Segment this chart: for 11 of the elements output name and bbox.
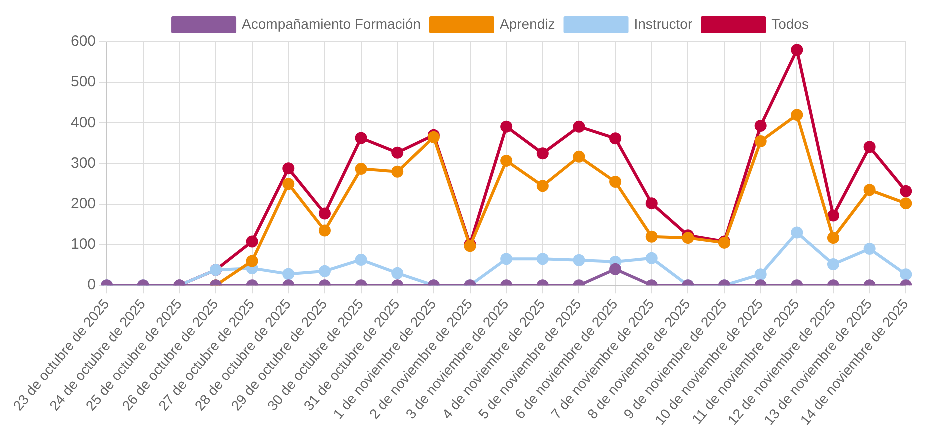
y-tick-label: 100 [70, 236, 96, 254]
y-tick-label: 500 [70, 74, 96, 91]
legend-label: Instructor [634, 16, 693, 32]
legend-label: Todos [772, 16, 809, 32]
y-tick-label: 0 [88, 276, 96, 294]
y-tick-label: 300 [70, 154, 96, 172]
y-tick-label: 200 [70, 196, 96, 213]
y-tick-label: 600 [70, 33, 96, 50]
legend-label: Acompañamiento Formación [242, 16, 422, 32]
legend-label: Aprendiz [500, 16, 556, 32]
y-tick-label: 400 [70, 114, 96, 132]
